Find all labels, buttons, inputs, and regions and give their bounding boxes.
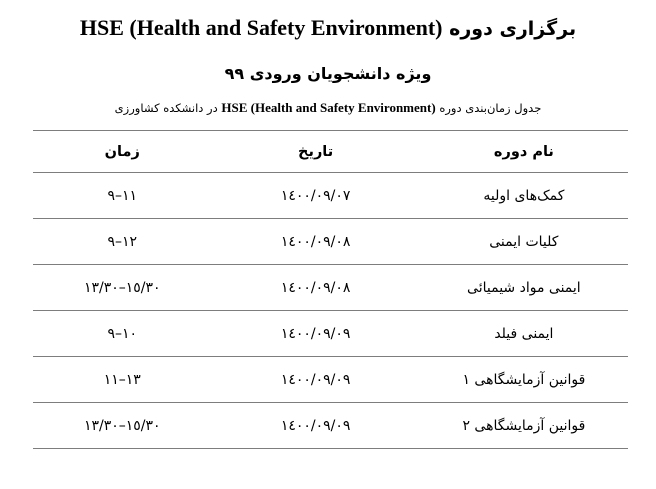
date-cell: ١٤٠٠/٠٩/٠٨ <box>211 218 420 265</box>
course-name-cell: قوانین آزمایشگاهی ٢ <box>419 402 628 449</box>
course-name-cell: کمک‌های اولیه <box>419 172 628 219</box>
time-cell: ٩–١٢ <box>33 218 212 265</box>
course-name-cell: ایمنی مواد شیمیائی <box>419 264 628 311</box>
caption-suffix: در دانشکده کشاورزی <box>114 101 218 115</box>
table-row: قوانین آزمایشگاهی ١ ١٤٠٠/٠٩/٠٩ ١١–١٣ <box>33 356 628 403</box>
table-caption: جدول زمان‌بندی دوره HSE (Health and Safe… <box>0 99 656 117</box>
page-subtitle: ویژه دانشجویان ورودی ٩٩ <box>224 64 432 83</box>
time-cell: ١١–١٣ <box>33 356 212 403</box>
date-cell: ١٤٠٠/٠٩/٠٩ <box>211 402 420 449</box>
table-row: ایمنی مواد شیمیائی ١٤٠٠/٠٩/٠٨ ١٣/٣٠–١٥/٣… <box>33 264 628 311</box>
page-title-persian: برگزاری دوره <box>449 18 577 40</box>
date-cell: ١٤٠٠/٠٩/٠٨ <box>211 264 420 311</box>
time-cell: ١٣/٣٠–١٥/٣٠ <box>33 402 212 449</box>
column-header-date: تاریخ <box>211 130 420 173</box>
date-cell: ١٤٠٠/٠٩/٠٩ <box>211 310 420 357</box>
course-name-cell: کلیات ایمنی <box>419 218 628 265</box>
page-title-english: HSE (Health and Safety Environment) <box>79 15 443 40</box>
schedule-table: نام دوره تاریخ زمان کمک‌های اولیه ١٤٠٠/٠… <box>33 130 628 449</box>
table-header-row: نام دوره تاریخ زمان <box>33 130 628 173</box>
date-cell: ١٤٠٠/٠٩/٠٩ <box>211 356 420 403</box>
column-header-time: زمان <box>33 130 212 173</box>
column-header-course-name: نام دوره <box>419 130 628 173</box>
caption-prefix: جدول زمان‌بندی دوره <box>439 101 542 115</box>
course-name-cell: قوانین آزمایشگاهی ١ <box>419 356 628 403</box>
course-name-cell: ایمنی فیلد <box>419 310 628 357</box>
table-row: ایمنی فیلد ١٤٠٠/٠٩/٠٩ ٩–١٠ <box>33 310 628 357</box>
time-cell: ١٣/٣٠–١٥/٣٠ <box>33 264 212 311</box>
table-row: کلیات ایمنی ١٤٠٠/٠٩/٠٨ ٩–١٢ <box>33 218 628 265</box>
date-cell: ١٤٠٠/٠٩/٠٧ <box>211 172 420 219</box>
page-title: برگزاری دوره HSE (Health and Safety Envi… <box>0 11 656 46</box>
time-cell: ٩–١٠ <box>33 310 212 357</box>
table-row: قوانین آزمایشگاهی ٢ ١٤٠٠/٠٩/٠٩ ١٣/٣٠–١٥/… <box>33 402 628 449</box>
table-row: کمک‌های اولیه ١٤٠٠/٠٩/٠٧ ٩–١١ <box>33 172 628 219</box>
caption-english: HSE (Health and Safety Environment) <box>221 100 436 115</box>
time-cell: ٩–١١ <box>33 172 212 219</box>
